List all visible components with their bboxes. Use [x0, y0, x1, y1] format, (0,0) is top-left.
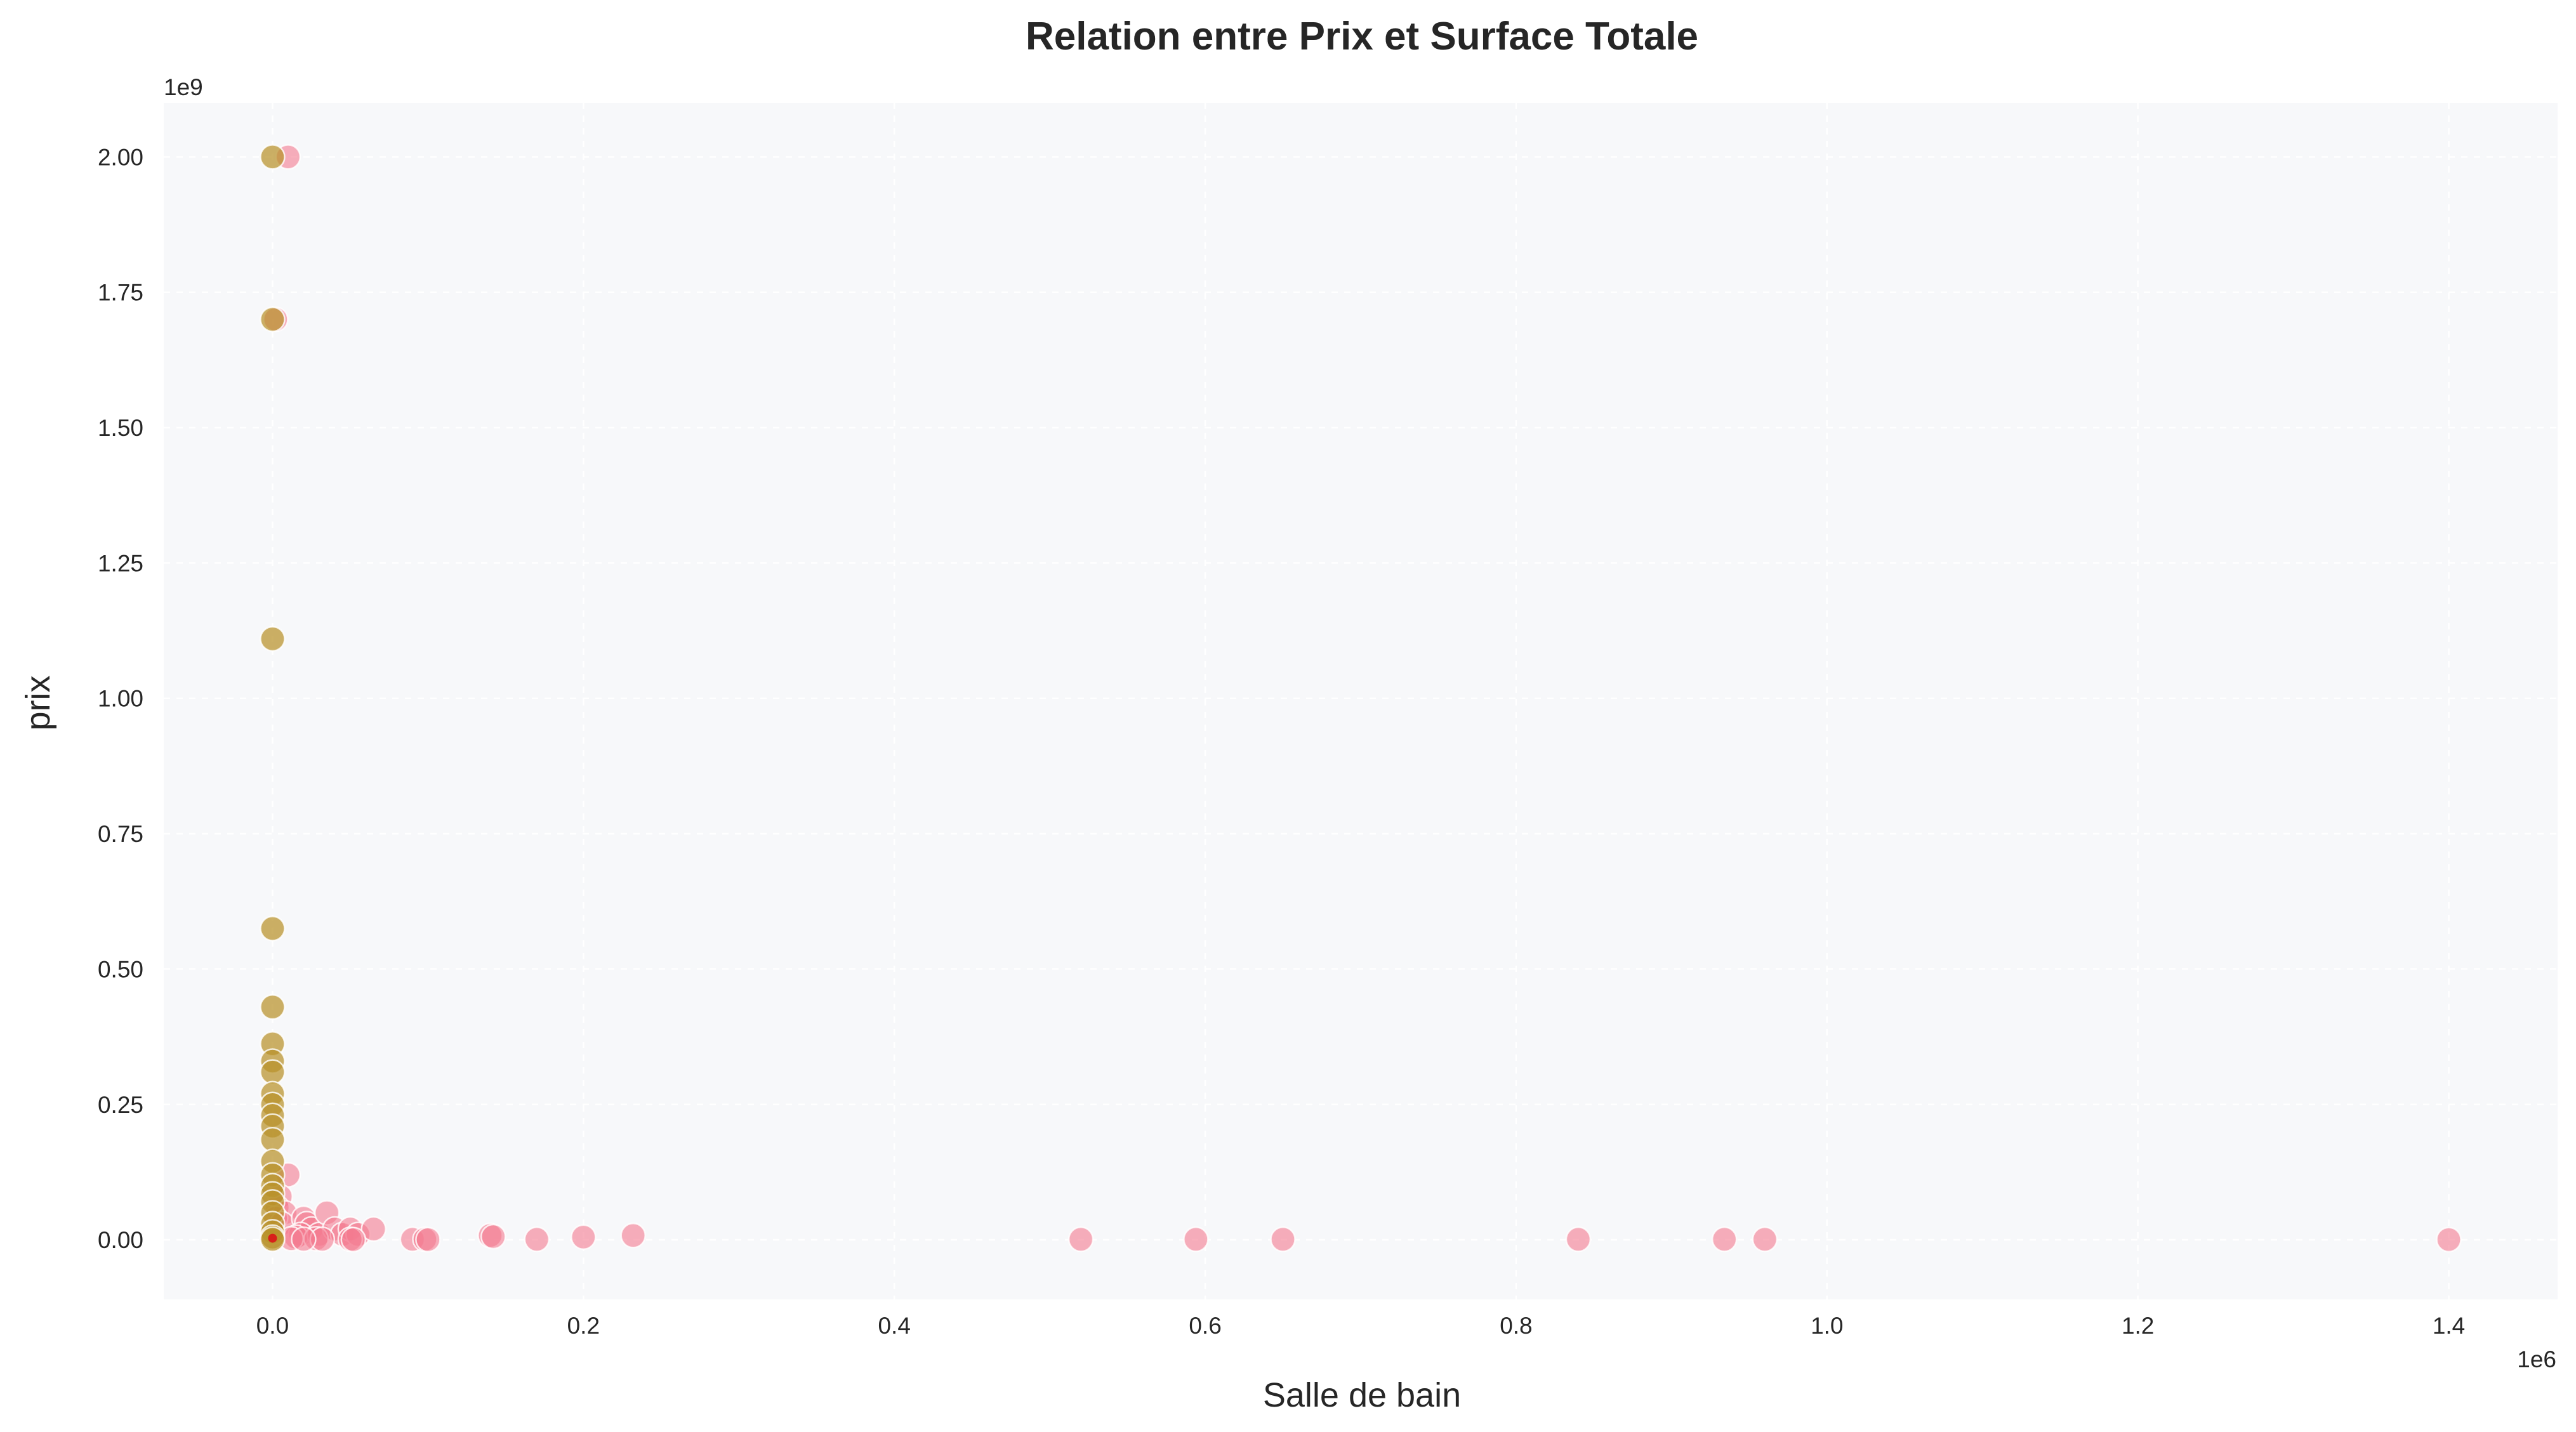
y-tick-label: 0.75 — [98, 821, 143, 847]
x-tick-label: 1.0 — [1811, 1313, 1843, 1339]
y-tick-label: 0.25 — [98, 1092, 143, 1118]
y-tick-label: 1.25 — [98, 550, 143, 576]
x-tick-label: 0.6 — [1189, 1313, 1221, 1339]
x-tick-label: 1.4 — [2433, 1313, 2465, 1339]
x-tick-label: 0.2 — [567, 1313, 600, 1339]
data-point — [480, 1223, 506, 1250]
y-tick-label: 1.75 — [98, 280, 143, 306]
data-point — [360, 1216, 386, 1242]
data-point — [1752, 1226, 1778, 1252]
data-point — [2436, 1226, 2462, 1252]
y-tick-label: 1.00 — [98, 686, 143, 712]
x-axis-offset-label: 1e6 — [2517, 1346, 2556, 1372]
data-point — [260, 916, 286, 942]
data-point — [1183, 1226, 1209, 1252]
y-tick-label: 2.00 — [98, 144, 143, 170]
data-point — [260, 144, 286, 170]
x-tick-label: 0.4 — [878, 1313, 910, 1339]
data-point — [260, 1126, 286, 1153]
data-point — [1270, 1226, 1296, 1252]
x-tick-label: 0.8 — [1500, 1313, 1532, 1339]
plot-background — [164, 103, 2558, 1299]
x-tick-label: 1.2 — [2122, 1313, 2154, 1339]
y-tick-label: 0.00 — [98, 1227, 143, 1253]
x-axis-label: Salle de bain — [1263, 1376, 1461, 1414]
data-point — [340, 1226, 367, 1252]
x-tick-label: 0.0 — [256, 1313, 289, 1339]
data-point — [620, 1223, 646, 1249]
data-point — [415, 1226, 441, 1252]
data-point — [260, 626, 286, 652]
data-point — [571, 1224, 597, 1251]
data-point — [260, 1059, 286, 1085]
y-tick-label: 1.50 — [98, 415, 143, 441]
y-axis-label: prix — [19, 675, 57, 730]
highlight-point — [268, 1233, 277, 1243]
data-point — [1067, 1226, 1094, 1252]
y-tick-label: 0.50 — [98, 956, 143, 982]
data-point — [260, 306, 286, 332]
data-point — [1711, 1226, 1738, 1252]
data-point — [260, 994, 286, 1020]
data-point — [524, 1226, 550, 1252]
chart-title: Relation entre Prix et Surface Totale — [1026, 15, 1698, 58]
tick-labels: 0.0 0.2 0.4 0.6 0.8 1.0 1.2 1.4 0.00 0.25 0.50 0.75… — [98, 144, 2465, 1339]
data-point — [291, 1226, 317, 1252]
y-axis-offset-label: 1e9 — [164, 74, 203, 100]
grid-lines — [164, 103, 2558, 1299]
data-points — [260, 144, 2462, 1252]
data-point — [1565, 1226, 1592, 1252]
